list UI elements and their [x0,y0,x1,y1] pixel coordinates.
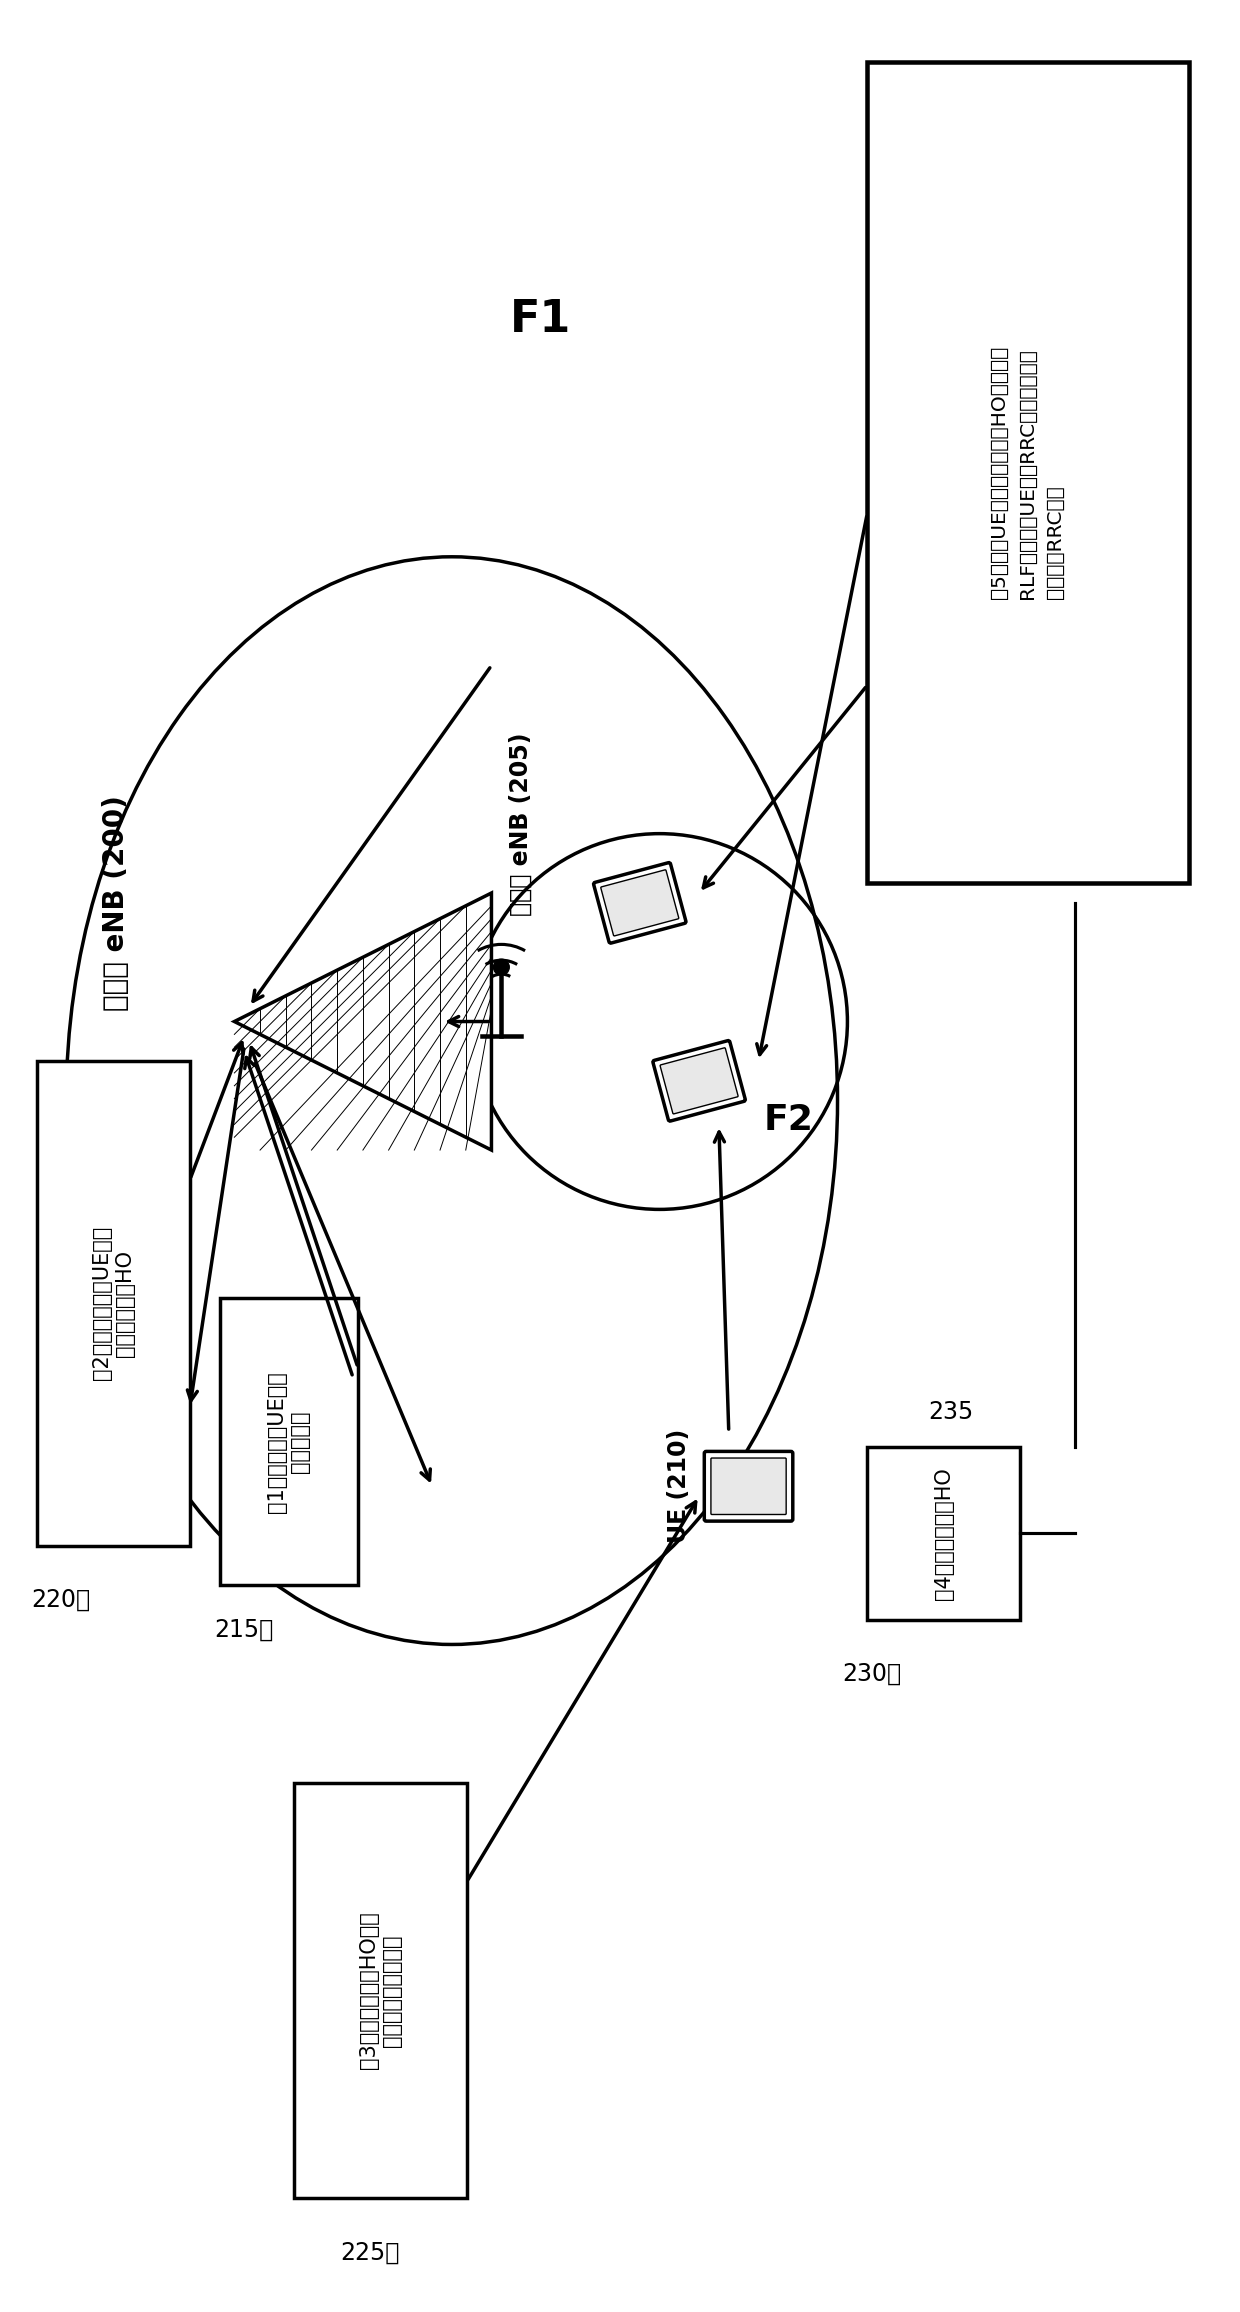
FancyBboxPatch shape [294,1783,466,2199]
Text: （5）如果UE在之前接收到不HO指示并且
RLF发生，则UE跳过RRC重建，并随后
直接执行RRC建立: （5）如果UE在之前接收到不HO指示并且 RLF发生，则UE跳过RRC重建，并随… [991,347,1065,599]
Text: 220～: 220～ [32,1588,91,1611]
Text: 宏小区 eNB (200): 宏小区 eNB (200) [102,795,130,1010]
Circle shape [494,959,510,976]
Text: （4）跳过频率间HO: （4）跳过频率间HO [934,1466,954,1600]
Text: 230～: 230～ [842,1662,901,1685]
FancyBboxPatch shape [37,1061,190,1547]
FancyBboxPatch shape [594,862,686,943]
FancyBboxPatch shape [653,1040,745,1121]
Text: （3）发送指示不HO并且
包括相关配置的消息: （3）发送指示不HO并且 包括相关配置的消息 [358,1912,402,2069]
Text: （2）基于测量和UE速度
决定是否执行HO: （2）基于测量和UE速度 决定是否执行HO [92,1225,135,1380]
Text: UE (210): UE (210) [667,1429,692,1544]
Text: 215～: 215～ [215,1618,274,1642]
Polygon shape [234,892,491,1149]
FancyBboxPatch shape [601,869,678,936]
Text: F2: F2 [763,1103,813,1138]
Text: 235: 235 [929,1401,973,1424]
Text: 225～: 225～ [341,2240,401,2263]
FancyBboxPatch shape [867,62,1189,883]
Text: 小小区 eNB (205): 小小区 eNB (205) [510,733,533,916]
FancyBboxPatch shape [711,1459,786,1514]
FancyBboxPatch shape [219,1299,358,1586]
FancyBboxPatch shape [660,1047,738,1114]
FancyBboxPatch shape [867,1447,1021,1621]
FancyBboxPatch shape [704,1452,792,1521]
Text: （1）发送包括UE速度
的测量报告: （1）发送包括UE速度 的测量报告 [267,1371,310,1512]
Text: F1: F1 [510,298,572,340]
